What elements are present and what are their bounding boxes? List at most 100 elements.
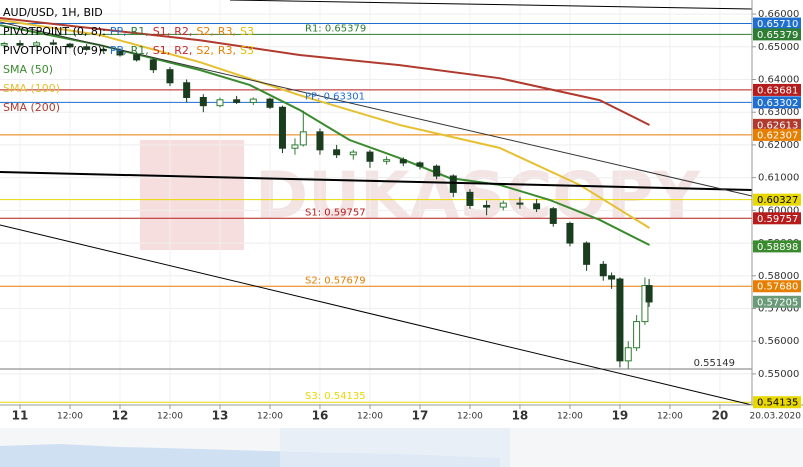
x-tick-label: 12:00 [657, 412, 683, 422]
candle-body [116, 50, 124, 56]
price-badge [753, 96, 801, 109]
sma-line [0, 16, 650, 126]
candle-body [549, 208, 557, 224]
y-tick-label: 0.62000 [758, 140, 799, 151]
date-label: 20.03.2020 [749, 412, 801, 422]
legend-part: S2, [196, 25, 213, 38]
y-tick-label: 0.61000 [758, 173, 799, 184]
x-tick-label: 12:00 [257, 412, 283, 422]
legend-part: R2, [174, 44, 192, 57]
trend-line [0, 224, 753, 406]
y-tick-label: 0.66000 [758, 9, 799, 20]
candle-body [433, 165, 441, 177]
candle-body [466, 191, 474, 206]
x-tick-label: 12 [112, 409, 129, 423]
x-tick-label: 12:00 [457, 412, 483, 422]
x-tick-label: 19 [612, 409, 629, 423]
legend-part: PP, [110, 44, 127, 57]
y-tick-label: 0.58000 [758, 271, 799, 282]
price-badge [753, 212, 801, 225]
candle-body [449, 175, 457, 193]
legend-part: PP, [110, 25, 127, 38]
legend-line: PIVOTPOINT (0, 9): PP, R1, S1, R2, S2, R3, S3 [3, 44, 254, 57]
legend-line: PIVOTPOINT (0, 8): PP, R1, S1, R2, S2, R3, S3 [3, 25, 254, 38]
legend-part: S3 [240, 44, 254, 57]
price-badge [753, 128, 801, 141]
candle-body [216, 99, 224, 107]
candle-body [266, 98, 274, 108]
candle-body [608, 275, 616, 280]
y-tick-label: 0.65000 [758, 42, 799, 53]
sma-line [0, 24, 650, 246]
price-badge-label: 0.58898 [757, 242, 798, 253]
x-tick-label: 17 [412, 409, 429, 423]
candle-body [249, 98, 257, 103]
legend-part: R3, [218, 25, 236, 38]
legend-entry: SMA (200) [3, 101, 60, 114]
x-tick-label: 20 [712, 409, 729, 423]
trend-line [0, 21, 753, 197]
candle-body [16, 43, 24, 46]
legend-entry: SMA (100) [3, 82, 60, 95]
price-badge [753, 295, 801, 308]
y-tick-label: 0.60000 [758, 205, 799, 216]
candle-body [399, 159, 407, 164]
legend-part: R1, [131, 44, 149, 57]
legend-part: PIVOTPOINT (0, 9): [3, 44, 106, 57]
candle-body [149, 59, 157, 71]
candle-body [83, 46, 91, 50]
price-badge-label: 0.62307 [757, 130, 798, 141]
y-tick-label: 0.57000 [758, 303, 799, 314]
candle-body [366, 151, 374, 162]
level-label: R1: 0.65379 [305, 23, 366, 34]
level-label: S1: 0.59757 [305, 207, 366, 218]
candle-body [199, 96, 207, 107]
legend-part: S3 [240, 25, 254, 38]
candle-body [349, 151, 357, 156]
price-badge-label: 0.57680 [757, 282, 798, 293]
candle-body [183, 82, 191, 98]
price-badge-label: 0.65379 [757, 30, 798, 41]
navigator-window[interactable] [280, 428, 510, 467]
legend: AUD/USD, 1H, BID PIVOTPOINT (0, 8): PP, R1,… [3, 6, 254, 114]
legend-part: R3, [218, 44, 236, 57]
y-tick-label: 0.63000 [758, 107, 799, 118]
price-badge-label: 0.65710 [757, 19, 798, 30]
candle-body [483, 204, 491, 208]
price-badge [753, 280, 801, 293]
watermark: DUKASCOPY [255, 160, 701, 234]
candle-body [633, 321, 641, 349]
candle-body [533, 203, 541, 210]
candle-body [291, 144, 299, 149]
price-badge [753, 83, 801, 96]
price-badge-label: 0.62613 [757, 120, 798, 131]
x-tick-label: 18 [512, 409, 529, 423]
legend-part: R2, [174, 25, 192, 38]
price-badge [753, 240, 801, 253]
candle-body [333, 149, 341, 156]
price-badge [753, 17, 801, 30]
x-tick-label: 12:00 [57, 412, 83, 422]
level-label: S2: 0.57679 [305, 275, 366, 286]
price-badge-label: 0.63302 [757, 98, 798, 109]
x-tick-label: 12:00 [557, 412, 583, 422]
candle-body [66, 43, 74, 48]
legend-part: R1, [131, 25, 149, 38]
candle-body [583, 242, 591, 265]
price-badge [753, 193, 801, 206]
price-badge-label: 0.59757 [757, 214, 798, 225]
legend-part: S1, [153, 25, 170, 38]
candle-body [0, 43, 8, 46]
plot-area [0, 0, 752, 405]
sma-line [0, 18, 651, 229]
price-badge-label: 0.57205 [757, 297, 798, 308]
price-badge-label: 0.63681 [757, 85, 798, 96]
candle-body [166, 69, 174, 84]
legend-part: PIVOTPOINT (0, 8): [3, 25, 106, 38]
x-tick-label: 11 [12, 409, 29, 423]
candle-body [33, 42, 41, 46]
x-tick-label: 12:00 [357, 412, 383, 422]
level-label: PP: 0.63301 [305, 91, 365, 102]
